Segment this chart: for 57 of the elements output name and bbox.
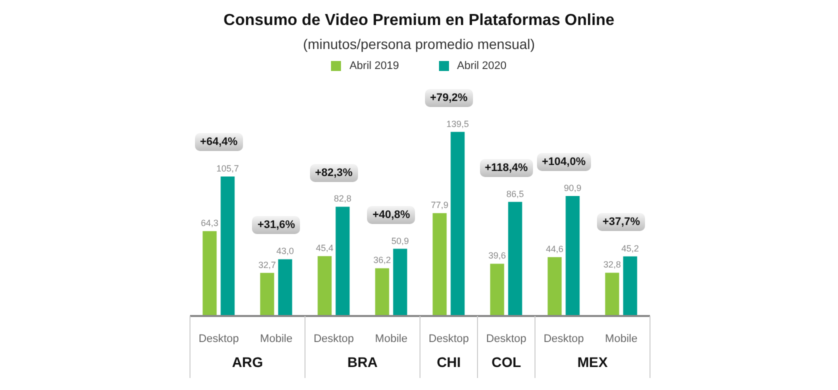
annotation: +37,7% <box>597 213 646 232</box>
data-label: 50,9 <box>391 236 409 246</box>
text: ARG <box>230 354 264 370</box>
data-label: 64,3 <box>200 218 218 228</box>
chart-subtitle: (minutos/persona promedio mensual) <box>302 36 536 52</box>
bar <box>318 256 332 316</box>
bar <box>548 257 562 316</box>
data-label: 45,2 <box>621 243 639 254</box>
x-tick-label: Desktop <box>486 332 526 345</box>
x-tick-label: Desktop <box>544 332 584 345</box>
bar <box>220 176 235 316</box>
bar <box>508 202 522 316</box>
annotation: +40,8% <box>367 206 416 224</box>
annotation: +82,3% <box>310 164 358 182</box>
bar <box>278 259 292 316</box>
bar <box>336 206 350 316</box>
bar <box>260 272 274 316</box>
text: BRA <box>346 354 379 370</box>
x-tick-label: Desktop <box>428 332 469 345</box>
data-label: 36,2 <box>373 255 391 266</box>
text: +79,2% <box>424 88 473 107</box>
bar <box>605 272 620 316</box>
annotation: +64,4% <box>194 133 243 152</box>
text: MEX <box>576 354 609 370</box>
bar <box>393 248 408 316</box>
x-tick-label: Mobile <box>605 332 638 345</box>
data-label: 139,5 <box>446 118 469 129</box>
data-label: 105,7 <box>216 163 239 174</box>
bar <box>566 196 580 316</box>
data-label: 44,6 <box>546 244 564 254</box>
bar <box>202 231 217 316</box>
data-label: 86,5 <box>506 188 524 199</box>
x-tick-label: Desktop <box>198 332 239 345</box>
data-label: 82,8 <box>334 194 352 204</box>
x-tick-label: Desktop <box>314 332 354 345</box>
bar <box>450 132 465 316</box>
chart-title: Consumo de Video Premium en Plataformas Online <box>222 12 616 30</box>
legend-label: Abril 2020 <box>456 60 507 72</box>
data-label: 77,9 <box>430 200 448 210</box>
annotation: +31,6% <box>252 216 300 234</box>
x-tick-label: Mobile <box>375 332 408 345</box>
bar <box>375 268 390 316</box>
text: COL <box>490 354 522 370</box>
annotation: +118,4% <box>480 158 533 177</box>
data-label: 32,8 <box>603 260 621 270</box>
data-label: 90,9 <box>564 183 582 194</box>
data-label: 39,6 <box>488 250 506 261</box>
data-label: 45,4 <box>316 243 334 254</box>
bar <box>432 213 447 316</box>
data-label: 43,0 <box>276 246 294 256</box>
data-label: 32,7 <box>258 260 276 270</box>
annotation: +104,0% <box>536 153 591 171</box>
x-tick-label: Mobile <box>260 332 292 345</box>
bar <box>623 256 638 316</box>
legend-label: Abril 2019 <box>348 60 399 72</box>
bar <box>490 264 504 316</box>
text: CHI <box>436 354 462 370</box>
